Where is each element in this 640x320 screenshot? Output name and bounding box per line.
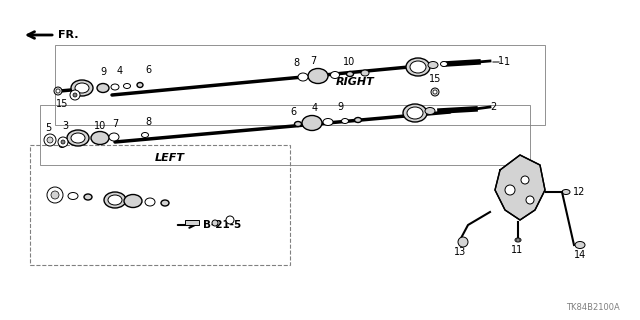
Ellipse shape (108, 195, 122, 205)
Ellipse shape (91, 132, 109, 145)
Text: 12: 12 (573, 187, 586, 197)
Ellipse shape (59, 142, 65, 148)
Text: 10: 10 (343, 57, 355, 67)
Text: 6: 6 (290, 107, 296, 117)
Text: 10: 10 (94, 121, 106, 131)
Ellipse shape (68, 193, 78, 199)
Ellipse shape (97, 84, 109, 92)
Circle shape (433, 90, 437, 94)
Text: RIGHT: RIGHT (335, 77, 374, 87)
Text: 15: 15 (429, 74, 441, 84)
Polygon shape (495, 155, 545, 220)
Ellipse shape (410, 61, 426, 73)
Text: 14: 14 (574, 250, 586, 260)
Ellipse shape (104, 192, 126, 208)
Circle shape (56, 89, 60, 93)
Ellipse shape (124, 195, 142, 207)
Circle shape (521, 176, 529, 184)
Ellipse shape (403, 104, 427, 122)
Ellipse shape (346, 71, 353, 76)
Ellipse shape (294, 122, 301, 126)
Text: 4: 4 (312, 103, 318, 113)
Text: 7: 7 (310, 56, 316, 66)
Circle shape (526, 196, 534, 204)
Circle shape (226, 216, 234, 224)
Ellipse shape (67, 130, 89, 146)
Text: 1: 1 (504, 57, 510, 67)
Ellipse shape (145, 198, 155, 206)
Ellipse shape (575, 242, 585, 249)
Text: 13: 13 (454, 247, 466, 257)
Text: 2: 2 (490, 102, 496, 112)
Text: TK84B2100A: TK84B2100A (566, 303, 620, 312)
Ellipse shape (440, 61, 447, 67)
Circle shape (47, 187, 63, 203)
Circle shape (505, 185, 515, 195)
Ellipse shape (141, 132, 148, 138)
Circle shape (47, 137, 53, 143)
Circle shape (44, 134, 56, 146)
Text: 7: 7 (112, 119, 118, 129)
Ellipse shape (298, 73, 308, 81)
Text: 11: 11 (511, 245, 523, 255)
Ellipse shape (342, 118, 349, 124)
Bar (55, 45, 545, 125)
Text: B-21-5: B-21-5 (203, 220, 241, 230)
Bar (40, 105, 530, 165)
Circle shape (58, 137, 68, 147)
Text: 6: 6 (145, 65, 151, 75)
Text: 1: 1 (498, 56, 504, 66)
Text: 8: 8 (293, 58, 299, 68)
Ellipse shape (407, 107, 423, 119)
Text: 4: 4 (117, 66, 123, 76)
Circle shape (73, 93, 77, 97)
Ellipse shape (516, 239, 520, 241)
Text: 3: 3 (62, 121, 68, 131)
Circle shape (212, 220, 218, 226)
Ellipse shape (308, 68, 328, 84)
Ellipse shape (406, 58, 430, 76)
Text: FR.: FR. (58, 30, 79, 40)
Ellipse shape (515, 238, 521, 242)
Text: 15: 15 (56, 99, 68, 109)
Ellipse shape (109, 133, 119, 141)
Ellipse shape (562, 189, 570, 195)
Ellipse shape (330, 71, 339, 78)
Ellipse shape (302, 116, 322, 131)
Text: 9: 9 (337, 102, 343, 112)
Bar (30, 145, 290, 265)
Circle shape (458, 237, 468, 247)
Ellipse shape (75, 83, 89, 93)
Ellipse shape (425, 108, 435, 115)
Circle shape (70, 90, 80, 100)
Text: 9: 9 (100, 67, 106, 77)
Ellipse shape (161, 200, 169, 206)
Ellipse shape (355, 117, 362, 123)
Ellipse shape (71, 80, 93, 96)
Ellipse shape (428, 61, 438, 68)
Circle shape (54, 87, 62, 95)
Ellipse shape (361, 70, 369, 76)
Ellipse shape (124, 84, 131, 89)
Ellipse shape (84, 194, 92, 200)
Circle shape (61, 140, 65, 144)
Bar (185, 220, 199, 225)
Ellipse shape (137, 83, 143, 87)
Circle shape (51, 191, 59, 199)
Ellipse shape (111, 84, 119, 90)
Circle shape (431, 88, 439, 96)
Text: LEFT: LEFT (155, 153, 185, 163)
Ellipse shape (323, 118, 333, 125)
Ellipse shape (71, 133, 85, 143)
Text: 5: 5 (45, 123, 51, 133)
Text: 8: 8 (145, 117, 151, 127)
